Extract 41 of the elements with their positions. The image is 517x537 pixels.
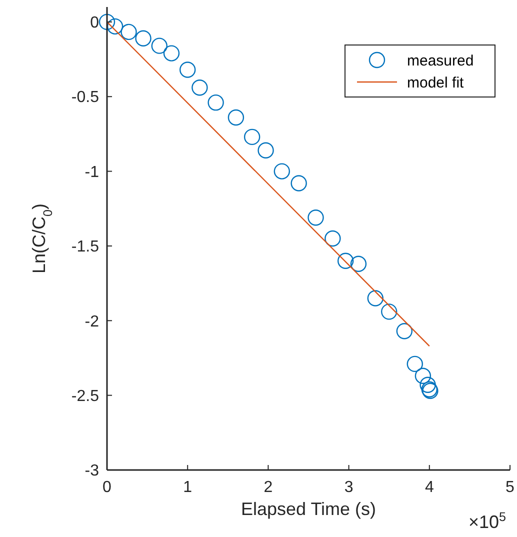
- point: [135, 30, 152, 46]
- y-tick-label: -1: [84, 164, 100, 181]
- x-tick-label: 1: [183, 479, 192, 496]
- point: [308, 210, 324, 226]
- x-tick-label: 0: [102, 479, 112, 496]
- y-tick-label: 0: [90, 14, 100, 32]
- legend-label: measured: [407, 52, 474, 70]
- y-tick-label: -3: [84, 462, 100, 480]
- point: [106, 18, 124, 34]
- x-axis-title: Elapsed Time (s): [240, 499, 376, 519]
- point: [180, 62, 196, 78]
- point: [381, 304, 398, 320]
- x-tick-label: 5: [506, 479, 515, 496]
- point: [228, 109, 244, 126]
- point: [367, 290, 384, 306]
- point: [151, 38, 168, 54]
- point: [396, 323, 413, 340]
- point: [420, 376, 436, 393]
- point: [337, 252, 354, 269]
- point: [324, 230, 341, 247]
- x-tick-label: 2: [264, 479, 273, 496]
- point: [163, 45, 180, 62]
- x-tick-label: 4: [424, 479, 434, 496]
- y-tick-label: -2.5: [71, 388, 100, 405]
- point: [350, 256, 367, 272]
- point: [414, 368, 432, 384]
- x-tick-label: 3: [344, 479, 354, 496]
- point: [258, 142, 274, 158]
- point: [290, 175, 307, 192]
- legend-label: model fit: [407, 74, 465, 92]
- text: ×10$^{5}$: [468, 510, 506, 532]
- y-tick-label: -0.5: [71, 89, 100, 106]
- point: [98, 14, 116, 30]
- point: [192, 80, 208, 96]
- y-tick-label: -1.5: [71, 238, 100, 256]
- point: [406, 356, 423, 372]
- point: [208, 94, 224, 111]
- point: [120, 24, 137, 40]
- point: [244, 128, 260, 146]
- point: [274, 163, 290, 180]
- y-tick-label: -2: [84, 313, 100, 330]
